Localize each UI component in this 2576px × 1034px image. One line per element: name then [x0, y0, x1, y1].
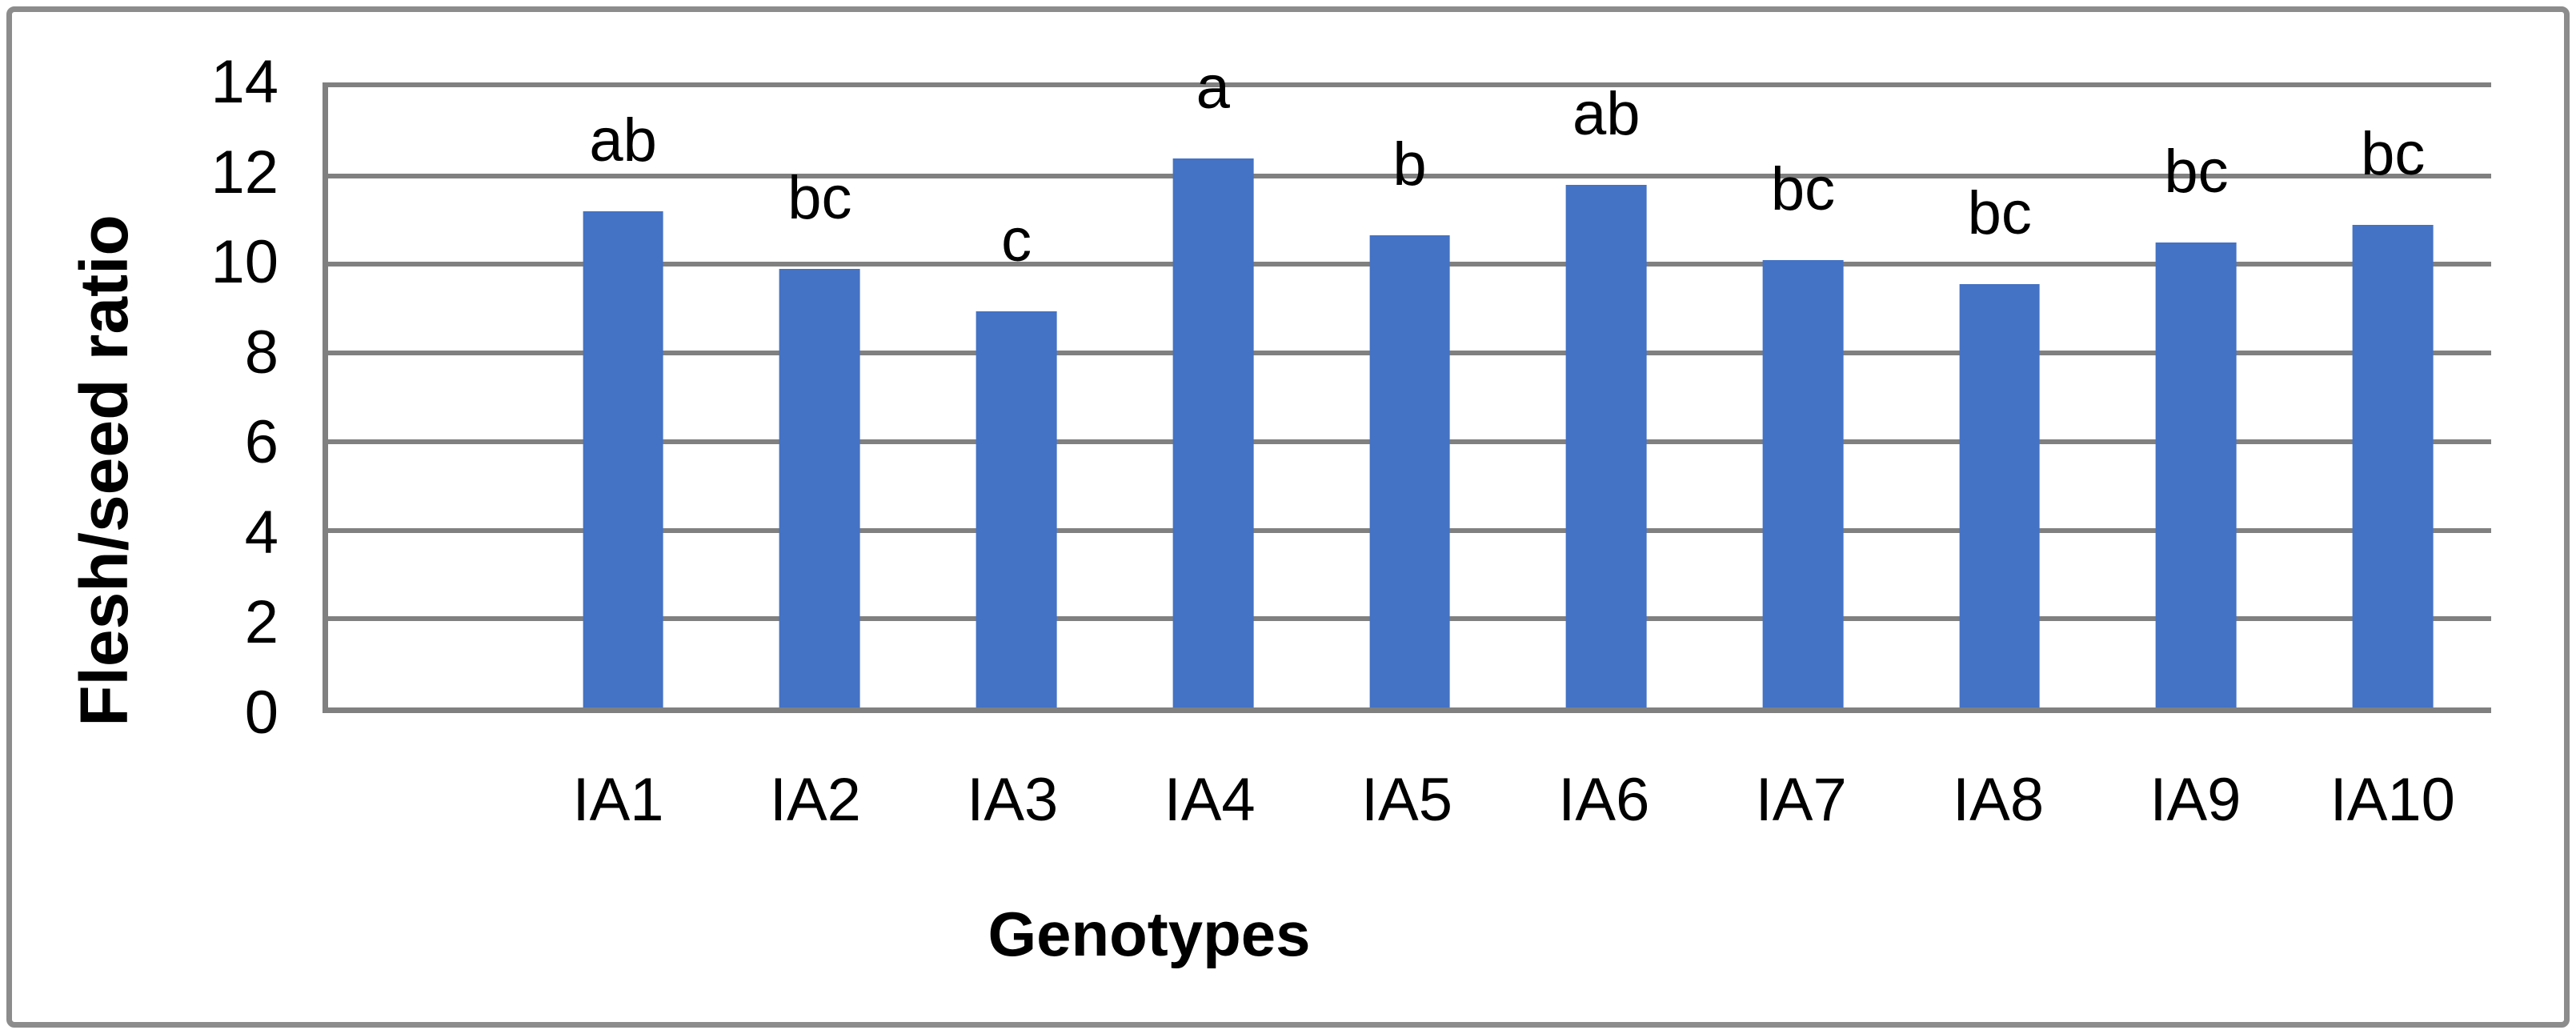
- bar-IA7: [1762, 259, 1844, 707]
- x-tick-label-IA4: IA4: [1164, 766, 1256, 834]
- significance-letter-IA7: bc: [1770, 154, 1836, 223]
- y-tick-label-10: 10: [210, 228, 278, 297]
- bar-IA8: [1959, 284, 2041, 707]
- bar-IA6: [1565, 184, 1647, 707]
- y-tick-label-6: 6: [244, 408, 278, 477]
- x-tick-label-IA6: IA6: [1558, 766, 1650, 834]
- x-tick-label-IA10: IA10: [2330, 766, 2455, 834]
- significance-letter-IA2: bc: [787, 163, 852, 232]
- bar-IA9: [2156, 242, 2237, 707]
- y-tick-label-12: 12: [210, 138, 278, 206]
- x-tick-label-IA1: IA1: [572, 766, 664, 834]
- significance-letter-IA6: ab: [1572, 79, 1641, 148]
- slot-IA10: bc: [2294, 87, 2491, 707]
- x-tick-label-IA2: IA2: [769, 766, 861, 834]
- slot-IA1: ab: [525, 87, 722, 707]
- x-axis-tick-labels: IA1 IA2 IA3 IA4 IA5 IA6 IA7 IA8 IA9 IA10: [323, 770, 2491, 831]
- bar-slots: ab bc c a b ab bc bc bc bc: [328, 57, 2491, 707]
- slot-IA7: bc: [1705, 87, 1901, 707]
- empty-slot: [328, 87, 525, 707]
- bar-IA5: [1369, 235, 1450, 707]
- slot-IA2: bc: [721, 87, 918, 707]
- slot-IA4: a: [1115, 57, 1312, 707]
- significance-letter-IA4: a: [1196, 53, 1230, 122]
- bar-IA4: [1172, 158, 1254, 707]
- significance-letter-IA1: ab: [589, 106, 657, 174]
- slot-IA8: bc: [1901, 87, 2098, 707]
- significance-letter-IA5: b: [1392, 130, 1427, 199]
- bar-IA10: [2352, 224, 2434, 707]
- x-tick-label-IA9: IA9: [2149, 766, 2241, 834]
- y-tick-label-4: 4: [244, 498, 278, 567]
- slot-IA9: bc: [2098, 87, 2295, 707]
- slot-IA6: ab: [1508, 79, 1705, 707]
- y-tick-label-8: 8: [244, 318, 278, 387]
- empty-x-label: [323, 770, 519, 831]
- bar-IA2: [779, 268, 860, 707]
- x-tick-label-IA5: IA5: [1360, 766, 1453, 834]
- slot-IA5: b: [1312, 87, 1508, 707]
- significance-letter-IA8: bc: [1967, 179, 2032, 248]
- x-tick-label-IA7: IA7: [1755, 766, 1847, 834]
- significance-letter-IA10: bc: [2361, 119, 2426, 188]
- y-tick-label-14: 14: [210, 48, 278, 116]
- significance-letter-IA9: bc: [2164, 137, 2229, 206]
- gridline-y-12: [328, 173, 2491, 178]
- slot-IA3: c: [918, 87, 1115, 707]
- significance-letter-IA3: c: [1001, 206, 1032, 275]
- y-tick-label-0: 0: [244, 679, 278, 747]
- y-axis-tick-labels: 0 2 4 6 8 10 12 14: [0, 52, 323, 743]
- plot-area: ab bc c a b ab bc bc bc bc: [323, 57, 2491, 713]
- bar-IA3: [976, 311, 1057, 707]
- x-tick-label-IA8: IA8: [1953, 766, 2045, 834]
- x-tick-label-IA3: IA3: [967, 766, 1059, 834]
- bar-IA1: [583, 211, 663, 707]
- x-axis-title: Genotypes: [988, 899, 1311, 969]
- y-tick-label-2: 2: [244, 588, 278, 657]
